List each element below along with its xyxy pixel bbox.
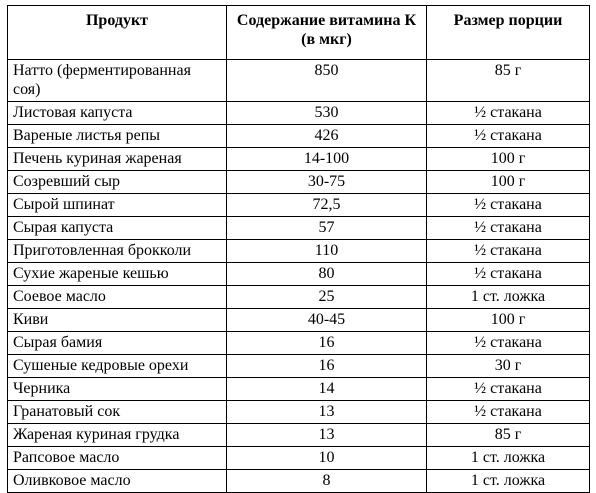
cell-product: Сырая капуста <box>7 216 227 240</box>
vitamin-k-table: Продукт Содержание витамина К (в мкг) Ра… <box>7 5 590 493</box>
table-row: Сырая капуста 57 ½ стакана <box>7 216 590 240</box>
cell-product: Киви <box>7 308 227 332</box>
cell-content: 10 <box>226 446 427 470</box>
cell-content: 530 <box>226 101 427 125</box>
cell-serving: 1 ст. ложка <box>426 469 590 493</box>
cell-product: Рапсовое масло <box>7 446 227 470</box>
cell-product: Черника <box>7 377 227 401</box>
cell-product: Жареная куриная грудка <box>7 423 227 447</box>
header-product: Продукт <box>7 5 227 60</box>
cell-product: Натто (ферментированная соя) <box>7 59 227 102</box>
cell-serving: ½ стакана <box>426 101 590 125</box>
table-row: Гранатовый сок 13 ½ стакана <box>7 400 590 424</box>
cell-serving: 30 г <box>426 354 590 378</box>
cell-content: 8 <box>226 469 427 493</box>
cell-product: Оливковое масло <box>7 469 227 493</box>
table-row: Рапсовое масло 10 1 ст. ложка <box>7 446 590 470</box>
table-body: Натто (ферментированная соя) 850 85 г Ли… <box>7 59 590 493</box>
header-row: Продукт Содержание витамина К (в мкг) Ра… <box>7 5 590 60</box>
cell-content: 80 <box>226 262 427 286</box>
cell-content: 57 <box>226 216 427 240</box>
table-row: Приготовленная брокколи 110 ½ стакана <box>7 239 590 263</box>
cell-product: Печень куриная жареная <box>7 147 227 171</box>
cell-product: Листовая капуста <box>7 101 227 125</box>
cell-serving: 85 г <box>426 423 590 447</box>
table-row: Киви 40-45 100 г <box>7 308 590 332</box>
cell-product: Соевое масло <box>7 285 227 309</box>
cell-content: 30-75 <box>226 170 427 194</box>
cell-serving: 100 г <box>426 147 590 171</box>
table-row: Черника 14 ½ стакана <box>7 377 590 401</box>
cell-serving: 1 ст. ложка <box>426 285 590 309</box>
table-row: Соевое масло 25 1 ст. ложка <box>7 285 590 309</box>
table-row: Жареная куриная грудка 13 85 г <box>7 423 590 447</box>
cell-content: 13 <box>226 400 427 424</box>
cell-content: 16 <box>226 354 427 378</box>
cell-serving: ½ стакана <box>426 193 590 217</box>
cell-content: 25 <box>226 285 427 309</box>
cell-serving: ½ стакана <box>426 216 590 240</box>
cell-serving: 1 ст. ложка <box>426 446 590 470</box>
cell-product: Приготовленная брокколи <box>7 239 227 263</box>
cell-serving: 100 г <box>426 308 590 332</box>
table-row: Сырой шпинат 72,5 ½ стакана <box>7 193 590 217</box>
header-content: Содержание витамина К (в мкг) <box>226 5 427 60</box>
cell-product: Сушеные кедровые орехи <box>7 354 227 378</box>
cell-content: 850 <box>226 59 427 102</box>
cell-serving: ½ стакана <box>426 262 590 286</box>
table-row: Сырая бамия 16 ½ стакана <box>7 331 590 355</box>
table-row: Сушеные кедровые орехи 16 30 г <box>7 354 590 378</box>
cell-content: 426 <box>226 124 427 148</box>
cell-content: 14-100 <box>226 147 427 171</box>
cell-serving: ½ стакана <box>426 124 590 148</box>
cell-product: Созревший сыр <box>7 170 227 194</box>
cell-product: Сырой шпинат <box>7 193 227 217</box>
table-row: Вареные листья репы 426 ½ стакана <box>7 124 590 148</box>
table-row: Созревший сыр 30-75 100 г <box>7 170 590 194</box>
cell-content: 16 <box>226 331 427 355</box>
cell-serving: 85 г <box>426 59 590 102</box>
table-row: Сухие жареные кешью 80 ½ стакана <box>7 262 590 286</box>
cell-content: 110 <box>226 239 427 263</box>
cell-product: Сухие жареные кешью <box>7 262 227 286</box>
cell-product: Сырая бамия <box>7 331 227 355</box>
cell-content: 72,5 <box>226 193 427 217</box>
header-serving: Размер порции <box>426 5 590 60</box>
cell-product: Вареные листья репы <box>7 124 227 148</box>
cell-content: 13 <box>226 423 427 447</box>
cell-serving: ½ стакана <box>426 400 590 424</box>
cell-serving: 100 г <box>426 170 590 194</box>
cell-content: 40-45 <box>226 308 427 332</box>
table-row: Листовая капуста 530 ½ стакана <box>7 101 590 125</box>
cell-product: Гранатовый сок <box>7 400 227 424</box>
cell-content: 14 <box>226 377 427 401</box>
cell-serving: ½ стакана <box>426 377 590 401</box>
table-row: Натто (ферментированная соя) 850 85 г <box>7 59 590 102</box>
table-row: Печень куриная жареная 14-100 100 г <box>7 147 590 171</box>
cell-serving: ½ стакана <box>426 239 590 263</box>
cell-serving: ½ стакана <box>426 331 590 355</box>
table-row: Оливковое масло 8 1 ст. ложка <box>7 469 590 493</box>
